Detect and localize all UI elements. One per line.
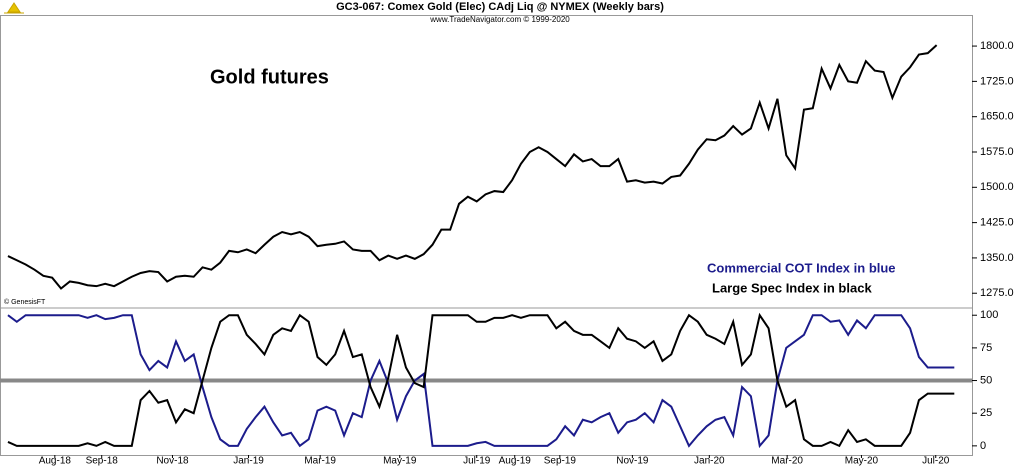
x-tick-label: Mar-19 [304,456,336,467]
y-tick-label: 1800.0 [980,40,1014,52]
x-tick-label: May-19 [383,456,417,467]
x-tick-label: Jul-20 [922,456,950,467]
y-tick-label: 25 [980,407,992,419]
annotation: Commercial COT Index in blue [707,260,896,275]
line [7,312,955,448]
y-tick-label: 0 [980,440,986,452]
logo [4,2,24,14]
annotation: Large Spec Index in black [712,280,872,295]
y-tick-label: 1275.0 [980,287,1014,299]
y-tick-label: 100 [980,309,998,321]
x-tick-label: Mar-20 [771,456,803,467]
x-tick-label: Jan-19 [233,456,264,467]
y-tick-label: 1725.0 [980,75,1014,87]
x-tick-label: Jan-20 [694,456,725,467]
y-tick-label: 1575.0 [980,146,1014,158]
x-tick-label: Aug-18 [39,456,72,467]
y-tick-label: 75 [980,342,992,354]
frame [0,15,973,456]
x-tick-label: Nov-18 [156,456,189,467]
y-tick-label: 1500.0 [980,181,1014,193]
y-tick-label: 50 [980,374,992,386]
title: GC3-067: Comex Gold (Elec) CAdj Liq @ NY… [336,1,664,13]
x-tick-label: Sep-19 [544,456,577,467]
line [7,314,955,449]
line [7,44,938,290]
annotation: Gold futures [210,66,329,88]
x-tick-label: May-20 [845,456,879,467]
y-tick-label: 1350.0 [980,252,1014,264]
x-tick-label: Sep-18 [86,456,119,467]
y-tick-label: 1425.0 [980,217,1014,229]
subtitle: www.TradeNavigator.com © 1999-2020 [429,15,570,24]
x-tick-label: Nov-19 [616,456,649,467]
y-tick-label: 1650.0 [980,111,1014,123]
x-tick-label: Aug-19 [499,456,532,467]
x-tick-label: Jul-19 [463,456,491,467]
copyright: © GenesisFT [4,298,46,306]
